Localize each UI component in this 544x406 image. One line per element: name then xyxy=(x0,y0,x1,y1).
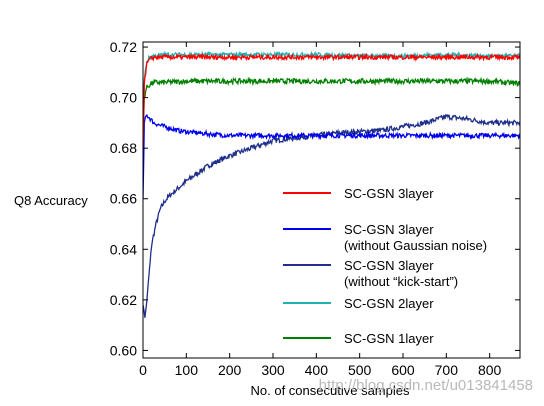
x-axis-label: No. of consecutive samples xyxy=(251,383,410,398)
series-line-2 xyxy=(143,113,520,199)
y-tick-label: 0.66 xyxy=(110,191,137,207)
series-layer xyxy=(143,50,520,318)
x-tick-label: 200 xyxy=(218,362,242,378)
x-tick-label: 500 xyxy=(348,362,372,378)
x-tick-label: 300 xyxy=(261,362,285,378)
legend-label-3: SC-GSN 3layer xyxy=(344,258,434,273)
legend-label-2: (without Gaussian noise) xyxy=(344,238,487,253)
legend-label-5: SC-GSN 1layer xyxy=(344,331,434,346)
plot-frame xyxy=(142,41,521,359)
y-tick-label: 0.68 xyxy=(110,140,137,156)
y-tick-label: 0.60 xyxy=(110,342,137,358)
legend-label-3: (without “kick-start”) xyxy=(344,274,458,289)
series-line-4 xyxy=(143,50,520,136)
x-tick-label: 0 xyxy=(139,362,147,378)
x-tick-label: 400 xyxy=(305,362,329,378)
x-tick-label: 100 xyxy=(175,362,199,378)
y-tick-label: 0.62 xyxy=(110,292,137,308)
watermark: http://blog.csdn.net/u013841458 xyxy=(319,377,533,394)
series-line-3 xyxy=(143,113,520,318)
y-tick-label: 0.64 xyxy=(110,241,137,257)
x-tick-label: 600 xyxy=(391,362,415,378)
y-tick-label: 0.72 xyxy=(110,39,137,55)
legend-label-4: SC-GSN 2layer xyxy=(344,296,434,311)
x-tick-label: 700 xyxy=(435,362,459,378)
series-line-5 xyxy=(143,76,520,136)
y-axis-label: Q8 Accuracy xyxy=(14,193,88,208)
legend-label-1: SC-GSN 3layer xyxy=(344,186,434,201)
ticks-layer: 0 100 200 300 400 500 600 700 800 0.60 0.62 0.64 0.6… xyxy=(110,39,520,378)
legend-label-2: SC-GSN 3layer xyxy=(344,222,434,237)
x-tick-label: 800 xyxy=(478,362,502,378)
series-line-1 xyxy=(143,52,520,149)
y-tick-label: 0.70 xyxy=(110,90,137,106)
